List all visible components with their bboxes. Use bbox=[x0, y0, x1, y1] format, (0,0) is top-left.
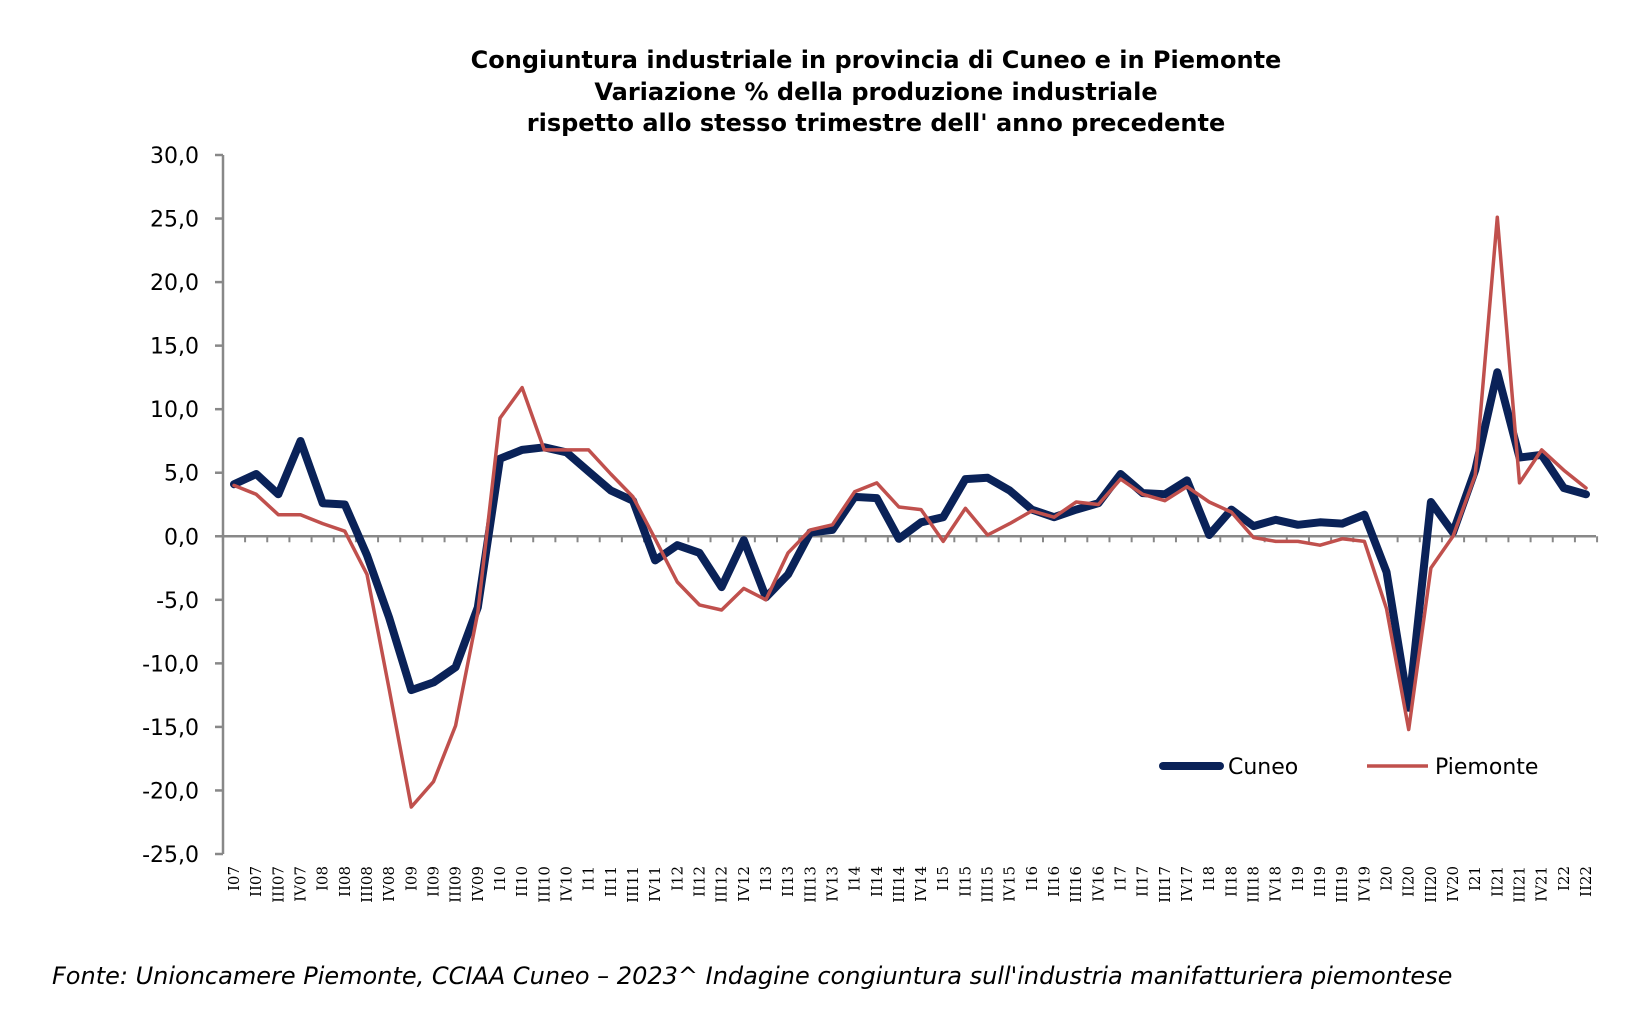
x-tick-label: I18 bbox=[1200, 866, 1218, 891]
x-tick-label: I20 bbox=[1378, 866, 1396, 891]
x-tick-label: IV17 bbox=[1178, 866, 1196, 902]
x-tick-label: II22 bbox=[1577, 866, 1595, 897]
x-tick-label: III08 bbox=[358, 866, 376, 903]
x-tick-label: II11 bbox=[602, 866, 620, 897]
x-tick-label: II20 bbox=[1400, 866, 1418, 897]
x-tick-label: I10 bbox=[491, 866, 509, 891]
x-tick-label: I12 bbox=[668, 866, 686, 891]
x-tick-label: IV13 bbox=[823, 866, 841, 902]
x-tick-label: II10 bbox=[513, 866, 531, 897]
x-tick-label: I17 bbox=[1112, 866, 1130, 891]
y-tick-label: -25,0 bbox=[142, 843, 199, 868]
series-line-piemonte bbox=[232, 215, 1588, 809]
x-tick-label: I19 bbox=[1289, 866, 1307, 891]
x-tick-label: IV10 bbox=[557, 866, 575, 902]
y-tick-label: 30,0 bbox=[150, 144, 199, 169]
x-tick-label: II17 bbox=[1134, 866, 1152, 897]
x-tick-label: II15 bbox=[956, 866, 974, 897]
x-tick-label: III11 bbox=[624, 866, 642, 903]
x-tick-label: II08 bbox=[336, 866, 354, 897]
x-tick-label: IV11 bbox=[646, 866, 664, 902]
x-tick-label: III09 bbox=[447, 866, 465, 903]
x-tick-label: I22 bbox=[1555, 866, 1573, 891]
x-tick-label: II14 bbox=[868, 866, 886, 897]
x-tick-label: I16 bbox=[1023, 866, 1041, 891]
x-tick-label: III13 bbox=[801, 866, 819, 903]
x-tick-label: IV16 bbox=[1089, 866, 1107, 902]
x-tick-label: III14 bbox=[890, 866, 908, 903]
x-tick-label: IV15 bbox=[1001, 866, 1019, 902]
axes: 30,0 25,0 20,0 15,0 10,0 5,0 0,0 -5,0 -10,0 -15,0… bbox=[142, 144, 1599, 903]
x-tick-label: IV07 bbox=[291, 866, 309, 902]
x-tick-label: IV18 bbox=[1267, 866, 1285, 902]
x-tick-label: II19 bbox=[1311, 866, 1329, 897]
x-tick-label: III07 bbox=[269, 866, 287, 903]
series-lines bbox=[230, 215, 1590, 809]
chart-title-line-2: Variazione % della produzione industrial… bbox=[594, 78, 1157, 106]
x-tick-label: III16 bbox=[1067, 866, 1085, 903]
x-tick-label: IV14 bbox=[912, 866, 930, 902]
y-tick-label: -5,0 bbox=[156, 589, 199, 614]
x-tick-label: IV19 bbox=[1355, 866, 1373, 902]
x-tick-label: I21 bbox=[1466, 866, 1484, 891]
y-tick-label: -20,0 bbox=[142, 779, 199, 804]
legend-label-cuneo: Cuneo bbox=[1228, 755, 1298, 780]
y-tick-label: 15,0 bbox=[150, 335, 199, 360]
x-tick-label: I15 bbox=[934, 866, 952, 891]
chart-title: Congiuntura industriale in provincia di … bbox=[471, 46, 1282, 137]
x-tick-label: III12 bbox=[713, 866, 731, 903]
x-tick-label: III10 bbox=[535, 866, 553, 903]
x-tick-label: II09 bbox=[424, 866, 442, 897]
y-tick-label: 5,0 bbox=[164, 462, 199, 487]
x-tick-label: II16 bbox=[1045, 866, 1063, 897]
x-tick-label: I14 bbox=[846, 866, 864, 891]
y-tick-label: -15,0 bbox=[142, 716, 199, 741]
y-tick-label: 20,0 bbox=[150, 271, 199, 296]
x-tick-label: II18 bbox=[1222, 866, 1240, 897]
y-tick-label: 0,0 bbox=[164, 525, 199, 550]
y-tick-label: 25,0 bbox=[150, 208, 199, 233]
x-tick-label: IV08 bbox=[380, 866, 398, 902]
x-tick-label: I11 bbox=[580, 866, 598, 891]
x-tick-label: I13 bbox=[757, 866, 775, 891]
x-tick-label: III20 bbox=[1422, 866, 1440, 903]
x-tick-label: II21 bbox=[1488, 866, 1506, 897]
x-tick-label: II13 bbox=[779, 866, 797, 897]
y-tick-label: -10,0 bbox=[142, 652, 199, 677]
series-points-piemonte bbox=[233, 217, 1587, 808]
chart-title-line-1: Congiuntura industriale in provincia di … bbox=[471, 46, 1282, 74]
x-tick-label: II07 bbox=[247, 866, 265, 897]
x-tick-label: I08 bbox=[314, 866, 332, 891]
chart-title-line-3: rispetto allo stesso trimestre dell' ann… bbox=[527, 109, 1226, 137]
x-tick-label: III21 bbox=[1511, 866, 1529, 903]
series-line-cuneo bbox=[230, 368, 1590, 712]
x-tick-label: IV20 bbox=[1444, 866, 1462, 902]
x-tick-label: I09 bbox=[402, 866, 420, 891]
x-tick-label: II12 bbox=[690, 866, 708, 897]
legend-label-piemonte: Piemonte bbox=[1435, 755, 1538, 780]
x-tick-label: IV21 bbox=[1533, 866, 1551, 902]
x-tick-label: I07 bbox=[225, 866, 243, 891]
x-tick-label: IV09 bbox=[469, 866, 487, 902]
x-tick-label: III18 bbox=[1245, 866, 1263, 903]
legend: Cuneo Piemonte bbox=[1159, 755, 1538, 780]
source-footnote: Fonte: Unioncamere Piemonte, CCIAA Cuneo… bbox=[52, 962, 1453, 990]
x-tick-label: III17 bbox=[1156, 866, 1174, 903]
x-tick-label: IV12 bbox=[735, 866, 753, 902]
y-tick-label: 10,0 bbox=[150, 398, 199, 423]
x-tick-label: III19 bbox=[1333, 866, 1351, 903]
x-tick-label: III15 bbox=[979, 866, 997, 903]
